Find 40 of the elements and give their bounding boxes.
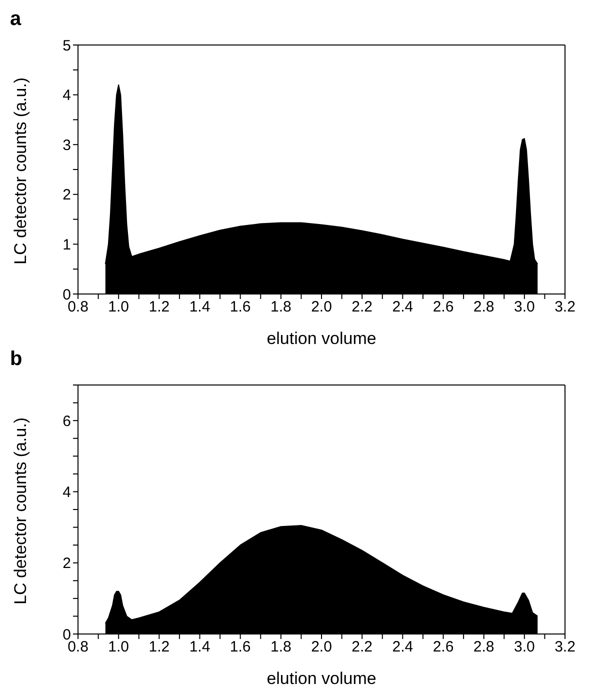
y-tick-label: 2 [62, 186, 71, 204]
y-tick-label: 6 [62, 412, 71, 430]
x-tick-label: 1.2 [148, 638, 170, 656]
x-tick-label: 2.0 [311, 638, 332, 656]
y-tick-label: 2 [62, 555, 71, 572]
x-tick-label: 2.4 [392, 638, 414, 656]
y-axis-title: LC detector counts (a.u.) [11, 77, 30, 264]
x-tick-label: 2.8 [473, 638, 494, 656]
x-tick-label: 1.4 [189, 298, 210, 316]
x-tick-label: 1.2 [148, 298, 170, 316]
x-tick-label: 0.8 [68, 298, 88, 316]
y-axis-title: LC detector counts (a.u.) [11, 417, 30, 604]
x-tick-label: 3.0 [514, 298, 535, 316]
x-tick-label: 1.8 [270, 638, 292, 656]
y-tick-label: 4 [62, 87, 71, 104]
y-tick-label: 3 [62, 136, 71, 154]
x-tick-label: 2.6 [432, 298, 454, 316]
x-tick-label: 2.2 [352, 638, 373, 656]
x-tick-label: 2.8 [473, 298, 494, 316]
x-axis-title: elution volume [266, 669, 376, 688]
x-tick-label: 0.8 [68, 638, 88, 656]
x-axis-title: elution volume [266, 329, 376, 348]
x-tick-label: 3.0 [514, 638, 535, 656]
chart-title: a [10, 8, 22, 31]
x-tick-label: 1.8 [270, 298, 292, 316]
x-tick-label: 2.2 [352, 298, 373, 316]
x-tick-label: 2.6 [432, 638, 454, 656]
x-tick-label: 1.6 [230, 298, 251, 316]
chart-title: b [10, 348, 22, 371]
y-tick-label: 1 [62, 236, 71, 254]
x-tick-label: 2.0 [311, 298, 332, 316]
x-tick-label: 3.2 [554, 298, 576, 316]
x-tick-label: 2.4 [392, 298, 414, 316]
y-tick-label: 5 [62, 37, 71, 54]
x-tick-label: 1.6 [230, 638, 251, 656]
x-tick-label: 1.0 [108, 638, 130, 656]
x-tick-label: 3.2 [554, 638, 576, 656]
x-tick-label: 1.0 [108, 298, 130, 316]
y-tick-label: 4 [62, 484, 71, 502]
x-tick-label: 1.4 [189, 638, 210, 656]
